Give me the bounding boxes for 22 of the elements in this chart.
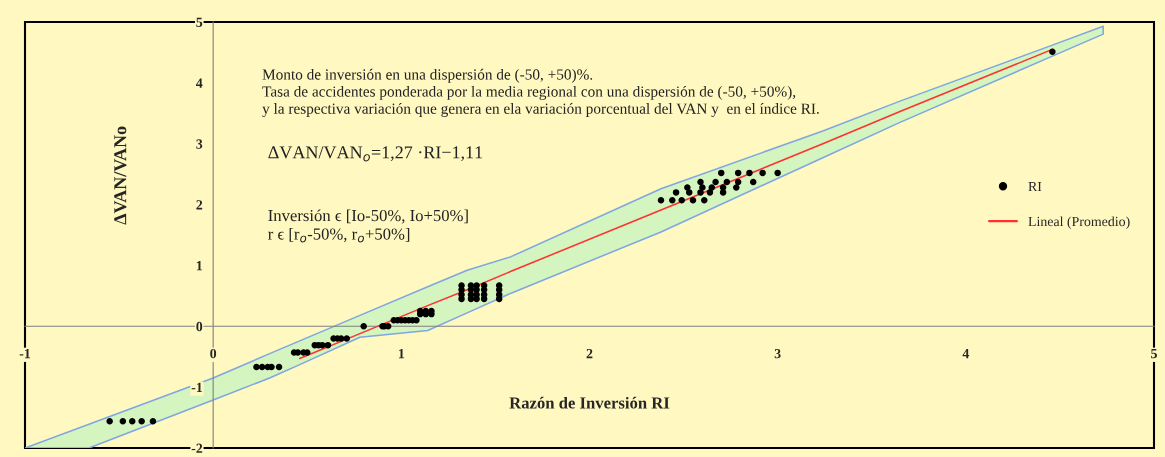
annotation: Monto de inversión en una dispersión de (-50, +50)%. Tasa de accidentes ponderada por la media regional con una dispersión de (-50, +50%), y la respectiva variación que genera en ela variación porcentual del VAN y en el índice RI.: [262, 68, 819, 117]
y-tick-label: 3: [196, 139, 203, 149]
legend-label: Lineal (Promedio): [1028, 216, 1130, 229]
x-tick-label: 0: [210, 348, 217, 359]
x-tick-label: 4: [962, 349, 970, 359]
x-tick-label: 1: [398, 348, 405, 359]
y-tick-label: 5: [196, 17, 203, 27]
annotation: Inversión ϵ [Io-50%, Io+50%] r ϵ [r$_{o}$-50%, r$_{o}$+50%]: [268, 209, 468, 243]
y-tick-label: -2: [191, 443, 203, 453]
legend-label: RI: [1028, 182, 1042, 192]
y-tick-label: 1: [196, 261, 203, 271]
x-tick-label: 2: [586, 348, 593, 359]
y-tick-label: 4: [196, 78, 203, 88]
y-tick-label: 0: [196, 321, 203, 332]
annotation: ΔVAN/VAN$_{o}$=1,27 ·RI−1,11: [268, 146, 483, 162]
x-tick-label: -1: [19, 348, 31, 359]
y-tick-label: 2: [196, 200, 203, 210]
x-axis-title: Razón de Inversión RI: [509, 396, 670, 409]
x-tick-label: 5: [1151, 349, 1157, 359]
y-tick-label: -1: [191, 382, 203, 392]
y-axis-title: ΔVAN/VANo: [114, 126, 127, 225]
x-tick-label: 3: [774, 348, 781, 359]
